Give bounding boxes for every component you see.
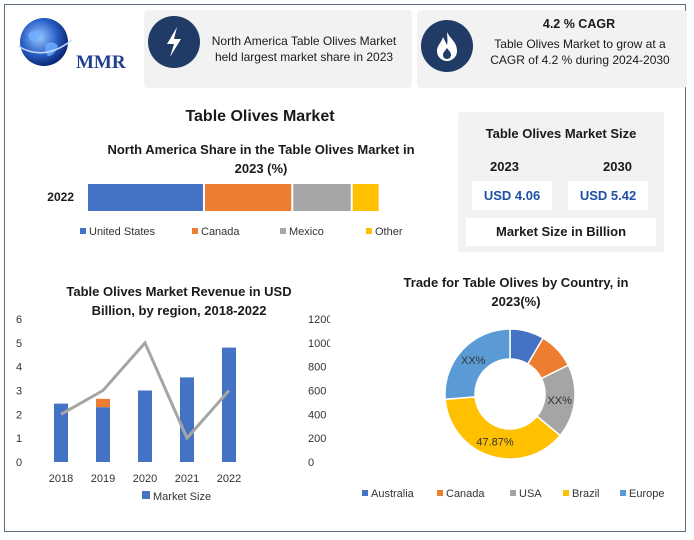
x-tick-label: 2020 [133, 473, 157, 485]
region-highlight-card: North America Table Olives Market held l… [144, 10, 412, 88]
bar-market-size [96, 407, 110, 462]
bar-segment-other [352, 184, 379, 211]
legend-swatch-mexico [280, 228, 286, 234]
bar-market-size [54, 403, 68, 462]
legend-label-mexico: Mexico [289, 226, 324, 238]
bar-market-size [138, 390, 152, 462]
legend-label-brazil: Brazil [572, 488, 600, 500]
y-tick-label: 2 [16, 409, 22, 421]
slice-label-usa: XX% [547, 395, 572, 407]
y2-tick-label: 600 [308, 386, 326, 398]
donut-slice-europe [444, 328, 511, 401]
trade-chart-title: Trade for Table Olives by Country, in 20… [403, 275, 629, 309]
legend-swatch-usa [510, 490, 516, 496]
flame-icon [421, 20, 473, 72]
bar-segment-mexico [293, 184, 351, 211]
legend-swatch-united-states [80, 228, 86, 234]
y2-tick-label: 200 [308, 433, 326, 445]
share-chart-title: North America Share in the Table Olives … [107, 142, 415, 176]
y2-tick-label: 800 [308, 362, 326, 374]
trade-donut-chart: XX% 47.87% XX% Australia Canada USA Brazil Eur… [362, 328, 664, 500]
x-tick-label: 2022 [217, 473, 241, 485]
legend-swatch-canada [437, 490, 443, 496]
cagr-text: Table Olives Market to grow at a CAGR of… [490, 37, 670, 67]
legend-label-canada: Canada [201, 226, 240, 238]
market-size-value-start: USD 4.06 [472, 181, 552, 210]
bar-market-size [222, 347, 236, 462]
legend-swatch-europe [620, 490, 626, 496]
globe-icon [17, 18, 73, 66]
legend-swatch-australia [362, 490, 368, 496]
legend-swatch-market-size [142, 491, 150, 499]
market-size-year-end: 2030 [603, 159, 632, 174]
cagr-card: 4.2 % CAGR Table Olives Market to grow a… [417, 10, 687, 88]
legend-swatch-canada [192, 228, 198, 234]
y-tick-label: 5 [16, 338, 22, 350]
page-title: Table Olives Market [185, 108, 335, 125]
logo-text: MMR [76, 52, 126, 73]
legend-swatch-other [366, 228, 372, 234]
legend-label-europe: Europe [629, 488, 664, 500]
infographic-frame [4, 4, 686, 532]
y-tick-label: 4 [16, 362, 22, 374]
y2-tick-label: 0 [308, 457, 314, 469]
market-size-panel: Table Olives Market Size 2023 2030 USD 4… [458, 112, 664, 252]
revenue-chart-title: Table Olives Market Revenue in USD Billi… [66, 284, 292, 318]
bar-market-size [180, 377, 194, 462]
legend-label-australia: Australia [371, 488, 415, 500]
donut-slice-brazil [444, 396, 562, 460]
mmr-logo: MMR [14, 12, 129, 73]
category-label: 2022 [47, 190, 74, 204]
bar-segment-united-states [88, 184, 203, 211]
legend-label-united-states: United States [89, 226, 156, 238]
legend-label-usa: USA [519, 488, 542, 500]
slice-label-europe: XX% [461, 355, 486, 367]
slice-label-brazil: 47.87% [476, 437, 514, 449]
market-size-year-start: 2023 [490, 159, 519, 174]
x-tick-label: 2018 [49, 473, 73, 485]
trend-line [60, 340, 231, 441]
revenue-combo-chart: 0 1 2 3 4 5 6 0 200 400 600 800 1000 1200 2018 2019 2020… [16, 314, 330, 503]
y-tick-label: 3 [16, 386, 22, 398]
region-highlight-text: North America Table Olives Market held l… [211, 34, 397, 64]
share-stacked-bar-chart: 2022 United States Canada Mexico Other [47, 184, 403, 238]
cagr-title: 4.2 % CAGR [542, 17, 616, 31]
y-tick-label: 6 [16, 314, 22, 326]
y2-tick-label: 1000 [308, 338, 330, 350]
market-size-title: Table Olives Market Size [485, 126, 637, 141]
x-tick-label: 2019 [91, 473, 115, 485]
y2-tick-label: 400 [308, 409, 326, 421]
bolt-icon [148, 16, 200, 68]
bar-segment-canada [205, 184, 292, 211]
legend-swatch-brazil [563, 490, 569, 496]
y-tick-label: 0 [16, 457, 22, 469]
market-size-value-end: USD 5.42 [568, 181, 648, 210]
legend-label-market-size: Market Size [153, 491, 211, 503]
legend-label-canada: Canada [446, 488, 485, 500]
x-tick-label: 2021 [175, 473, 199, 485]
y-tick-label: 1 [16, 433, 22, 445]
market-size-unit: Market Size in Billion [466, 218, 656, 246]
bar-stack-segment [96, 398, 110, 408]
legend-label-other: Other [375, 226, 403, 238]
y2-tick-label: 1200 [308, 314, 330, 326]
